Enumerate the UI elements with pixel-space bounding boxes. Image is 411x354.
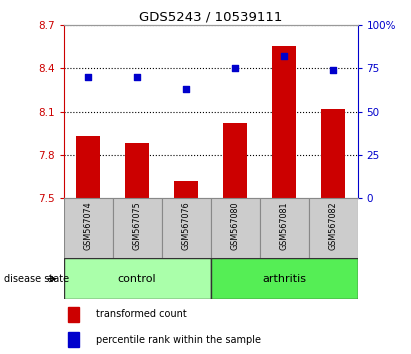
Text: GSM567076: GSM567076: [182, 201, 191, 250]
Text: GSM567081: GSM567081: [279, 201, 289, 250]
Point: [134, 74, 141, 80]
Title: GDS5243 / 10539111: GDS5243 / 10539111: [139, 11, 282, 24]
Text: GSM567080: GSM567080: [231, 201, 240, 250]
Bar: [321, 109, 345, 198]
FancyBboxPatch shape: [309, 198, 358, 258]
Text: transformed count: transformed count: [96, 309, 187, 320]
Text: GSM567082: GSM567082: [328, 201, 337, 250]
Text: GSM567075: GSM567075: [133, 201, 142, 250]
Point: [232, 65, 238, 71]
Point: [330, 67, 336, 73]
Bar: [223, 123, 247, 198]
FancyBboxPatch shape: [211, 198, 260, 258]
Text: percentile rank within the sample: percentile rank within the sample: [96, 335, 261, 345]
Text: GSM567074: GSM567074: [84, 201, 93, 250]
Bar: [125, 143, 150, 198]
Bar: [174, 181, 199, 198]
Bar: [68, 332, 79, 347]
Bar: [272, 46, 296, 198]
FancyBboxPatch shape: [113, 198, 162, 258]
FancyBboxPatch shape: [64, 198, 113, 258]
FancyBboxPatch shape: [64, 258, 210, 299]
Point: [85, 74, 92, 80]
FancyBboxPatch shape: [211, 258, 358, 299]
Bar: [68, 307, 79, 322]
Point: [183, 86, 189, 92]
Text: control: control: [118, 274, 157, 284]
Point: [281, 53, 287, 59]
Text: disease state: disease state: [4, 274, 69, 284]
FancyBboxPatch shape: [162, 198, 210, 258]
Bar: [76, 136, 100, 198]
Text: arthritis: arthritis: [262, 274, 306, 284]
FancyBboxPatch shape: [260, 198, 309, 258]
